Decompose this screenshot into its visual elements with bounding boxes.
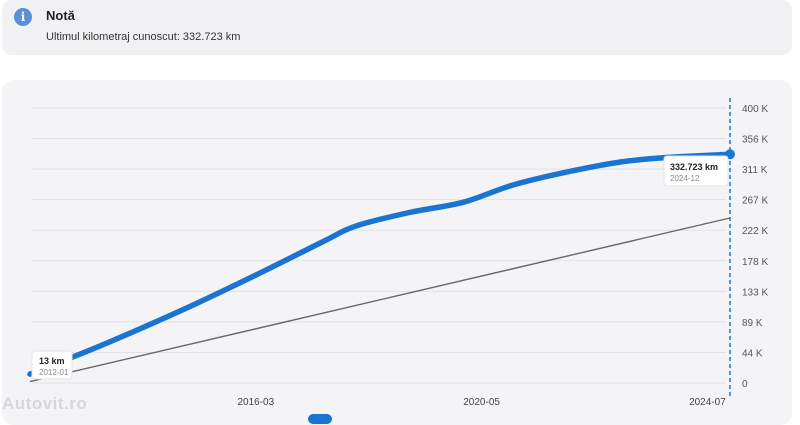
y-tick-label: 222 K: [742, 226, 768, 237]
x-tick-label: 2016-03: [237, 397, 274, 408]
y-tick-label: 356 K: [742, 135, 768, 146]
mileage-chart-card: 0 44 K 89 K 133 K 178 K 222 K 267 K 311 K 356 K 4…: [2, 80, 792, 425]
annotation-box: [31, 350, 73, 380]
note-title: Notă: [46, 8, 75, 23]
y-tick-label: 0: [742, 379, 748, 390]
y-tick-label: 267 K: [742, 196, 768, 207]
note-text: Ultimul kilometraj cunoscut: 332.723 km: [46, 31, 241, 43]
y-tick-label: 178 K: [742, 257, 768, 268]
scroll-indicator[interactable]: [308, 414, 332, 424]
y-tick-label: 44 K: [742, 348, 763, 359]
x-tick-label: 2024-07: [689, 397, 726, 408]
grid-lines: [32, 107, 726, 384]
annotation-value: 13 km: [39, 356, 65, 366]
annotation-start: 13 km 2012-01: [31, 350, 73, 380]
annotations: 13 km 2012-01 332.723 km 2024-12: [31, 155, 729, 380]
series-layer: [27, 149, 735, 383]
y-tick-label: 400 K: [742, 104, 768, 115]
annotation-end: 332.723 km 2024-12: [663, 155, 729, 187]
annotation-value: 332.723 km: [670, 162, 718, 172]
mileage-line: [27, 151, 733, 377]
mileage-chart: 0 44 K 89 K 133 K 178 K 222 K 267 K 311 K 356 K 4…: [27, 98, 768, 408]
y-tick-label: 311 K: [742, 165, 768, 176]
annotation-date: 2012-01: [39, 368, 69, 377]
tick-labels: 0 44 K 89 K 133 K 178 K 222 K 267 K 311 K 356 K 4…: [237, 104, 768, 408]
watermark: Autovit.ro: [2, 394, 88, 413]
x-tick-label: 2020-05: [463, 397, 500, 408]
annotation-box: [663, 155, 729, 187]
annotation-date: 2024-12: [670, 174, 700, 183]
reference-line: [29, 217, 731, 383]
y-tick-label: 133 K: [742, 287, 768, 298]
y-tick-label: 89 K: [742, 318, 763, 329]
info-icon: i: [14, 8, 32, 26]
note-panel: i Notă Ultimul kilometraj cunoscut: 332.…: [2, 0, 792, 55]
